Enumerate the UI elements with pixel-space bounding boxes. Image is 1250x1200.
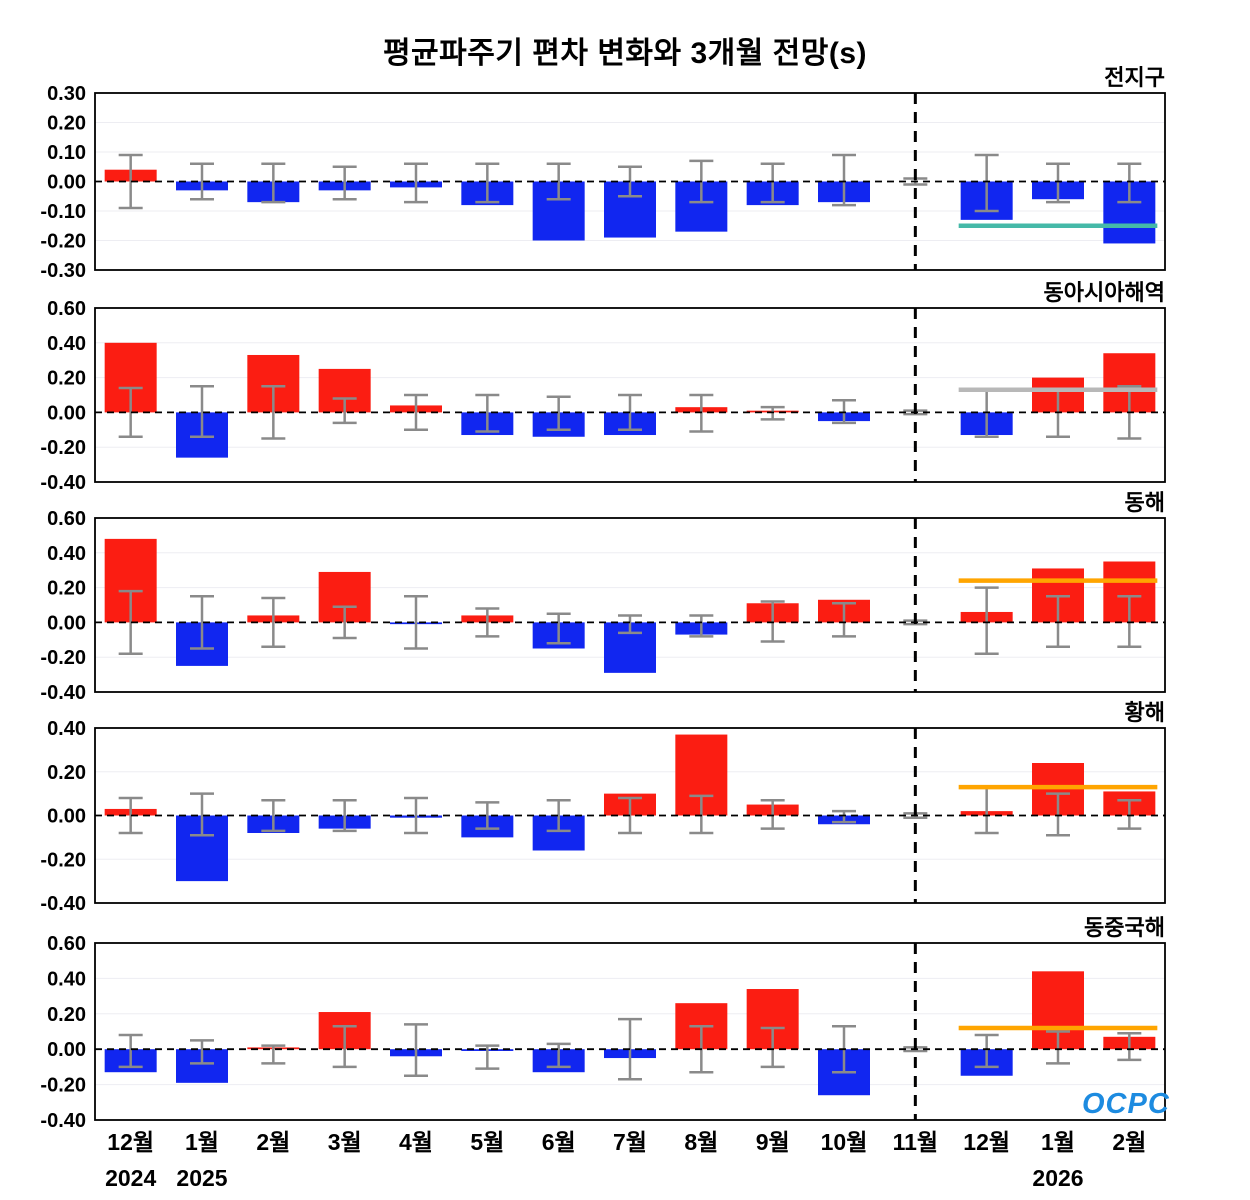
panel-label: 전지구 [1104,65,1165,90]
y-tick-label: -0.20 [40,231,86,253]
x-tick-label: 3월 [328,1129,362,1155]
x-tick-label: 1월 [1041,1129,1075,1155]
ocpc-logo: OCPC [1082,1088,1170,1121]
x-tick-label: 11월 [893,1129,938,1155]
x-tick-label: 5월 [470,1129,504,1155]
y-tick-label: 0.00 [47,172,86,194]
y-tick-label: 0.60 [47,298,86,320]
axis-box [94,727,1166,904]
y-tick-label: 0.40 [47,333,86,355]
y-tick-label: 0.20 [47,762,86,784]
x-tick-label: 9월 [756,1129,790,1155]
y-tick-label: -0.20 [40,849,86,871]
axis-box [94,92,1166,271]
y-tick-label: 0.00 [47,612,86,634]
y-tick-label: -0.40 [40,893,86,915]
x-tick-label: 8월 [684,1129,718,1155]
x-tick-label: 1월 [185,1129,219,1155]
x-tick-label: 2월 [1112,1129,1146,1155]
y-tick-label: 0.40 [47,968,86,990]
axis-box [94,517,1166,693]
panel-label: 동아시아해역 [1044,280,1165,305]
axis-box [94,942,1166,1121]
y-tick-label: 0.00 [47,806,86,828]
y-tick-label: 0.20 [47,113,86,135]
y-tick-label: 0.20 [47,368,86,390]
y-tick-label: -0.20 [40,647,86,669]
y-tick-label: -0.20 [40,437,86,459]
year-label: 2026 [1032,1165,1083,1191]
ocpc-logo-text: OCPC [1082,1088,1170,1120]
year-label: 2025 [176,1165,227,1191]
x-tick-label: 6월 [542,1129,576,1155]
y-tick-label: -0.20 [40,1075,86,1097]
x-tick-label: 2월 [256,1129,290,1155]
year-label: 2024 [105,1165,156,1191]
y-tick-label: 0.40 [47,718,86,740]
y-tick-label: -0.10 [40,201,86,223]
x-tick-label: 7월 [613,1129,647,1155]
y-tick-label: 0.60 [47,933,86,955]
y-tick-label: 0.20 [47,578,86,600]
y-tick-label: 0.20 [47,1004,86,1026]
y-tick-label: 0.40 [47,543,86,565]
page-title: 평균파주기 편차 변화와 3개월 전망(s) [382,37,868,70]
y-tick-label: 0.00 [47,402,86,424]
y-tick-label: -0.40 [40,472,86,494]
panel-label: 황해 [1125,700,1165,725]
y-tick-label: -0.30 [40,260,86,282]
y-tick-label: 0.00 [47,1039,86,1061]
axis-box [94,307,1166,483]
x-tick-label: 12월 [107,1129,154,1155]
y-tick-label: 0.60 [47,508,86,530]
x-tick-label: 12월 [963,1129,1010,1155]
panel-label: 동중국해 [1084,915,1165,940]
panel-label: 동해 [1125,490,1165,515]
y-tick-label: -0.40 [40,1110,86,1132]
y-tick-label: -0.40 [40,682,86,704]
x-tick-label: 10월 [821,1129,868,1155]
y-tick-label: 0.10 [47,142,86,164]
y-tick-label: 0.30 [47,83,86,105]
x-tick-label: 4월 [399,1129,433,1155]
